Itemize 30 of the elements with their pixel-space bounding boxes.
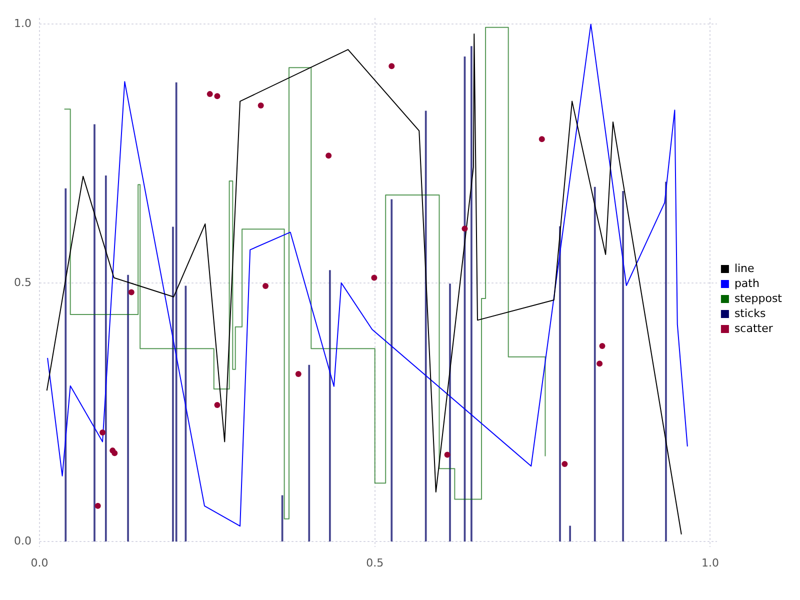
legend-label: path xyxy=(734,276,760,290)
legend-label: scatter xyxy=(734,322,774,335)
point xyxy=(388,63,395,70)
point xyxy=(112,450,118,456)
legend-label: steppost xyxy=(734,292,783,305)
point xyxy=(128,289,134,296)
point xyxy=(444,452,450,458)
point xyxy=(596,360,603,367)
point xyxy=(538,136,545,142)
point xyxy=(100,429,106,436)
point xyxy=(295,370,302,377)
point xyxy=(562,461,568,468)
y-tick-label: 1.0 xyxy=(14,17,32,30)
x-tick-label: 0.0 xyxy=(30,556,48,570)
point xyxy=(262,283,269,290)
x-tick-label: 0.5 xyxy=(366,556,384,570)
point xyxy=(206,91,213,98)
x-tick-label: 1.0 xyxy=(701,556,719,570)
point xyxy=(599,343,606,350)
legend-label: sticks xyxy=(734,306,766,320)
legend-label: line xyxy=(734,262,755,275)
point xyxy=(258,102,264,108)
point xyxy=(214,93,220,100)
point xyxy=(326,152,332,159)
point xyxy=(214,402,220,408)
y-tick-label: 0.5 xyxy=(14,276,32,289)
point xyxy=(371,274,378,281)
y-tick-label: 0.0 xyxy=(14,534,32,548)
point xyxy=(94,502,101,509)
point xyxy=(462,226,468,232)
